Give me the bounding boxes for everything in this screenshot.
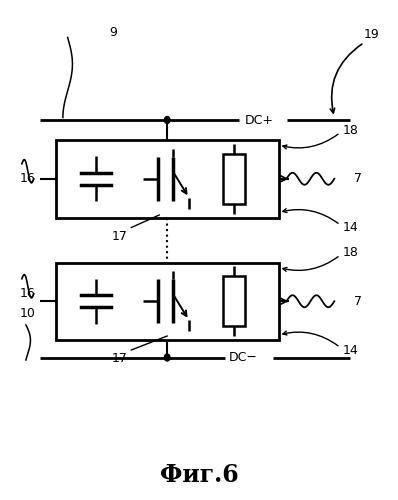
Text: 19: 19: [364, 28, 380, 42]
Text: DC−: DC−: [229, 351, 258, 364]
Circle shape: [164, 354, 170, 361]
Text: 17: 17: [111, 352, 127, 366]
Circle shape: [164, 116, 170, 123]
Text: 18: 18: [342, 246, 358, 259]
Text: 14: 14: [342, 344, 358, 356]
Text: 14: 14: [342, 221, 358, 234]
Text: 17: 17: [111, 230, 127, 243]
Text: 10: 10: [20, 307, 36, 320]
Bar: [56, 262, 279, 340]
Text: Фиг.6: Фиг.6: [160, 463, 238, 487]
Bar: [56, 140, 279, 218]
Text: 7: 7: [354, 172, 362, 185]
Text: 7: 7: [354, 294, 362, 308]
Text: 16: 16: [20, 287, 36, 300]
Text: DC+: DC+: [245, 114, 274, 126]
Bar: [223, 154, 245, 204]
Bar: [223, 276, 245, 326]
Text: 9: 9: [109, 26, 117, 39]
Text: 18: 18: [342, 124, 358, 136]
Text: 16: 16: [20, 172, 36, 185]
